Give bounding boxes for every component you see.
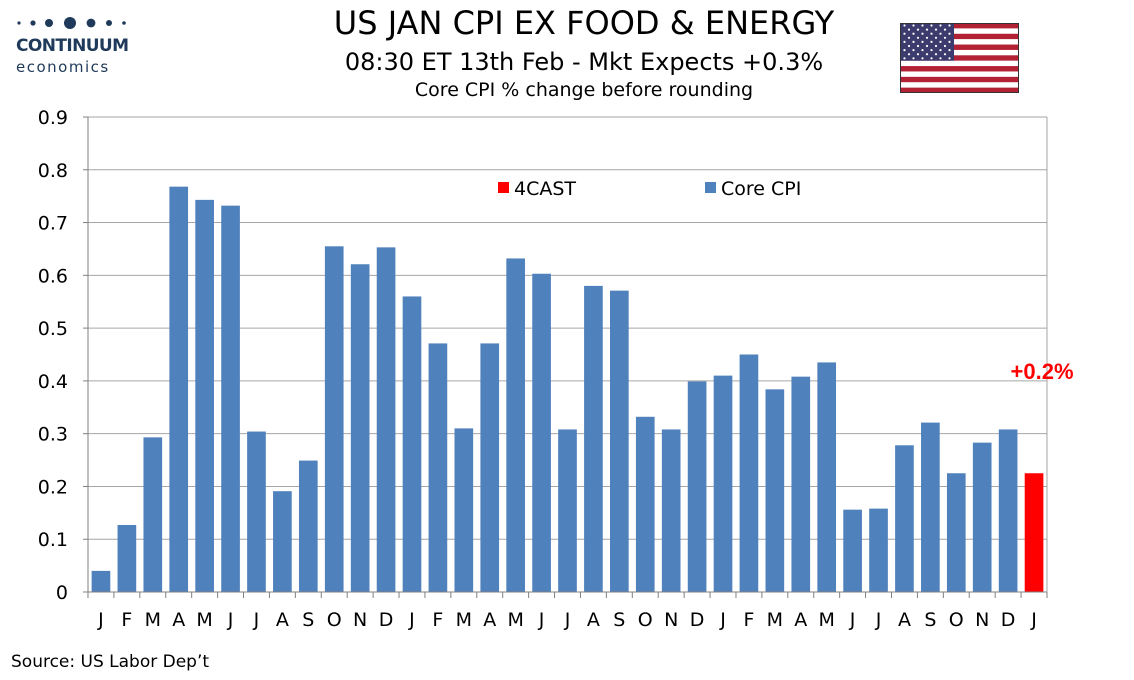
forecast-bar bbox=[1024, 473, 1044, 592]
core-cpi-bar bbox=[713, 375, 733, 592]
core-cpi-bar bbox=[817, 362, 837, 592]
x-tick-label: J bbox=[849, 609, 856, 631]
legend-swatch-core-cpi bbox=[705, 182, 716, 193]
core-cpi-bar bbox=[895, 445, 914, 592]
chart-title: US JAN CPI EX FOOD & ENERGY bbox=[333, 4, 835, 42]
x-tick-label: O bbox=[638, 609, 653, 631]
x-tick-label: O bbox=[327, 609, 342, 631]
core-cpi-bar bbox=[221, 205, 240, 592]
us-flag-icon bbox=[900, 23, 1019, 93]
y-tick-label: 0.8 bbox=[38, 160, 68, 182]
core-cpi-bar bbox=[169, 186, 189, 592]
x-tick-label: J bbox=[719, 609, 726, 631]
legend-swatch-4cast bbox=[498, 182, 509, 193]
x-tick-label: J bbox=[227, 609, 234, 631]
x-tick-label: S bbox=[613, 609, 625, 631]
x-tick-label: J bbox=[1030, 609, 1037, 631]
core-cpi-bar bbox=[687, 381, 707, 592]
x-tick-label: D bbox=[1001, 609, 1016, 631]
x-tick-label: N bbox=[975, 609, 989, 631]
x-tick-label: F bbox=[743, 609, 754, 631]
core-cpi-bar bbox=[765, 389, 785, 592]
core-cpi-bar bbox=[195, 199, 214, 592]
logo-wordmark: CONTINUUM bbox=[16, 36, 129, 56]
x-tick-label: D bbox=[690, 609, 705, 631]
legend-label-core-cpi: Core CPI bbox=[721, 178, 801, 200]
forecast-annotation: +0.2% bbox=[1011, 359, 1074, 384]
x-tick-label: M bbox=[818, 609, 834, 631]
y-tick-label: 0.2 bbox=[38, 476, 68, 498]
y-tick-label: 0 bbox=[56, 582, 68, 604]
core-cpi-bar bbox=[376, 247, 396, 592]
continuum-logo: CONTINUUM economics bbox=[14, 14, 134, 76]
core-cpi-bar bbox=[946, 473, 966, 592]
core-cpi-bar bbox=[869, 508, 888, 592]
core-cpi-bar bbox=[273, 491, 292, 592]
x-tick-label: A bbox=[898, 609, 911, 631]
x-tick-label: A bbox=[483, 609, 496, 631]
x-tick-label: M bbox=[767, 609, 783, 631]
core-cpi-bar bbox=[843, 509, 862, 592]
x-tick-label: D bbox=[379, 609, 394, 631]
core-cpi-bar bbox=[324, 246, 344, 593]
core-cpi-bar bbox=[610, 290, 629, 592]
x-tick-label: J bbox=[253, 609, 260, 631]
legend-label-4cast: 4CAST bbox=[514, 178, 576, 200]
y-tick-label: 0.6 bbox=[38, 265, 68, 287]
x-tick-label: J bbox=[97, 609, 104, 631]
core-cpi-bar bbox=[428, 343, 448, 592]
core-cpi-bar bbox=[143, 437, 163, 592]
x-tick-label: J bbox=[408, 609, 415, 631]
x-tick-label: J bbox=[564, 609, 571, 631]
core-cpi-bar bbox=[454, 428, 474, 592]
core-cpi-bar bbox=[972, 442, 992, 592]
core-cpi-bar bbox=[921, 422, 940, 592]
x-tick-label: A bbox=[172, 609, 185, 631]
core-cpi-bar bbox=[791, 376, 811, 592]
y-tick-label: 0.9 bbox=[38, 107, 68, 129]
core-cpi-bar bbox=[532, 273, 551, 592]
source-note: Source: US Labor Dep’t bbox=[11, 652, 210, 672]
core-cpi-bar bbox=[117, 524, 137, 592]
core-cpi-bar bbox=[584, 285, 603, 592]
core-cpi-bar bbox=[739, 354, 759, 592]
x-tick-label: A bbox=[794, 609, 807, 631]
logo-tagline: economics bbox=[16, 58, 110, 76]
x-tick-label: A bbox=[587, 609, 600, 631]
core-cpi-bar bbox=[558, 429, 577, 592]
x-tick-label: M bbox=[145, 609, 161, 631]
core-cpi-bar bbox=[402, 296, 422, 592]
core-cpi-bar bbox=[998, 429, 1018, 592]
x-tick-label: J bbox=[875, 609, 882, 631]
x-tick-label: S bbox=[924, 609, 936, 631]
core-cpi-bar bbox=[350, 264, 370, 592]
x-tick-label: O bbox=[949, 609, 964, 631]
x-tick-label: A bbox=[276, 609, 289, 631]
chart-subtitle-secondary: Core CPI % change before rounding bbox=[414, 79, 754, 101]
core-cpi-bar bbox=[480, 343, 500, 592]
x-tick-label: F bbox=[121, 609, 132, 631]
x-tick-label: J bbox=[538, 609, 545, 631]
x-tick-label: N bbox=[664, 609, 678, 631]
y-tick-label: 0.3 bbox=[38, 424, 68, 446]
y-tick-label: 0.5 bbox=[38, 318, 68, 340]
core-cpi-bar bbox=[298, 460, 318, 592]
chart-subtitle: 08:30 ET 13th Feb - Mkt Expects +0.3% bbox=[344, 48, 824, 76]
y-tick-label: 0.4 bbox=[38, 371, 68, 393]
core-cpi-bar bbox=[661, 429, 681, 592]
y-tick-label: 0.1 bbox=[38, 529, 68, 551]
x-tick-label: M bbox=[507, 609, 523, 631]
core-cpi-bar bbox=[91, 570, 111, 592]
y-tick-label: 0.7 bbox=[38, 213, 68, 235]
core-cpi-bar bbox=[635, 416, 655, 592]
x-tick-label: M bbox=[456, 609, 472, 631]
logo-dots-icon bbox=[17, 17, 126, 29]
core-cpi-bar bbox=[247, 431, 266, 592]
core-cpi-bar bbox=[506, 258, 525, 592]
x-tick-label: M bbox=[196, 609, 212, 631]
x-tick-label: F bbox=[432, 609, 443, 631]
x-tick-label: S bbox=[302, 609, 314, 631]
x-tick-label: N bbox=[353, 609, 367, 631]
